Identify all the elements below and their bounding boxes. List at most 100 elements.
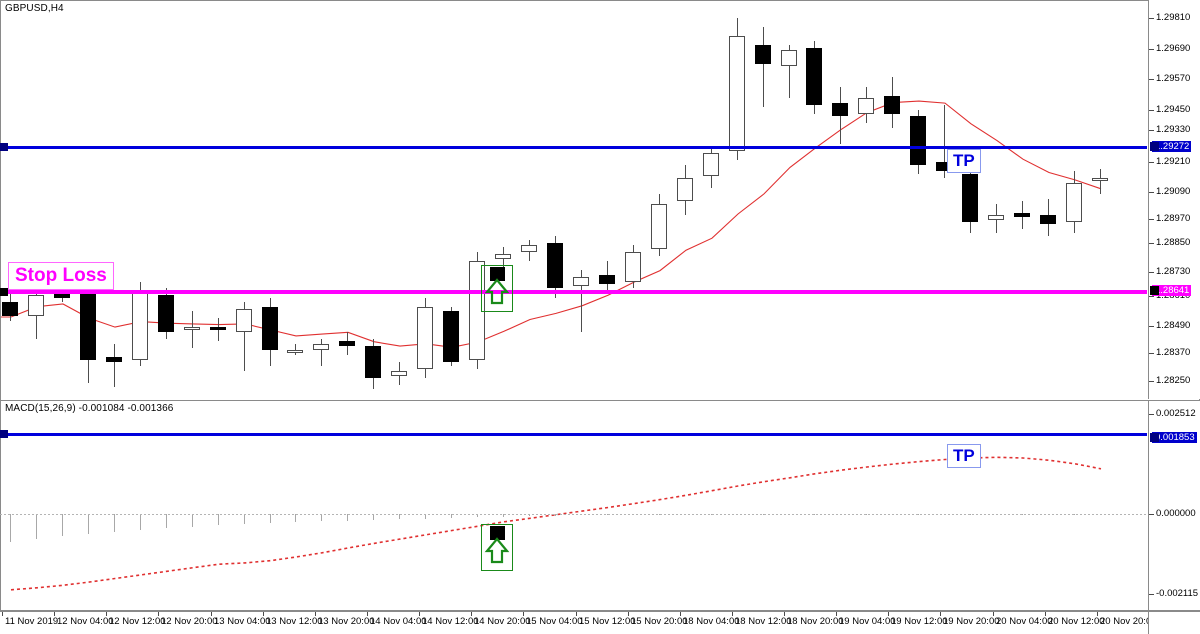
macd-histogram-bar — [477, 513, 478, 518]
candle-body-bearish — [2, 302, 18, 316]
take-profit-price-tag[interactable]: 1.29272 — [1152, 141, 1192, 152]
take-profit-line[interactable] — [0, 146, 1147, 149]
time-axis-label: 18 Nov 20:00 — [787, 616, 844, 627]
price-scale[interactable]: 1.29810 1.29690 1.29570 1.29450 1.29330 1.292… — [1148, 0, 1200, 399]
time-axis-tick — [628, 612, 629, 616]
time-axis-tick — [211, 612, 212, 616]
macd-histogram-bar — [295, 513, 296, 523]
time-axis-label: 13 Nov 20:00 — [318, 616, 375, 627]
candle-body-bullish — [236, 309, 252, 333]
macd-histogram-bar — [270, 513, 271, 524]
candle-body-bearish — [884, 95, 900, 115]
candle-wick — [581, 270, 582, 333]
candle-wick — [218, 318, 219, 342]
candle-body-bearish — [910, 116, 926, 165]
time-axis-tick — [1097, 612, 1098, 616]
time-axis-label: 14 Nov 04:00 — [370, 616, 427, 627]
time-axis-label: 12 Nov 12:00 — [109, 616, 166, 627]
candle-body-bearish — [755, 45, 771, 64]
candle-body-bullish — [781, 49, 797, 66]
candle-wick — [321, 338, 322, 367]
macd-histogram-bar — [347, 513, 348, 521]
price-chart-panel[interactable] — [0, 0, 1200, 400]
take-profit-scale-handle[interactable] — [1150, 142, 1159, 151]
stop-loss-label[interactable]: Stop Loss — [8, 262, 114, 290]
macd-histogram-bar — [192, 513, 193, 527]
price-scale-tick: 1.28490 — [1149, 321, 1200, 332]
time-axis-label: 13 Nov 04:00 — [214, 616, 271, 627]
price-scale-tick: 1.28850 — [1149, 238, 1200, 249]
scale-corner — [1148, 611, 1200, 634]
take-profit-label-macd[interactable]: TP — [947, 444, 981, 468]
candle-body-bullish — [677, 178, 693, 202]
take-profit-label[interactable]: TP — [947, 149, 981, 173]
candle-body-bullish — [1066, 182, 1082, 222]
price-scale-tick: 1.29690 — [1149, 44, 1200, 55]
candle-body-bullish — [703, 153, 719, 177]
macd-level-tag[interactable]: 0.001853 — [1152, 432, 1197, 443]
time-axis-tick — [106, 612, 107, 616]
stop-loss-price-tag[interactable]: 1.28641 — [1152, 285, 1192, 296]
time-axis-tick — [419, 612, 420, 616]
time-axis-tick — [680, 612, 681, 616]
time-axis-tick — [993, 612, 994, 616]
macd-level-handle[interactable] — [1150, 433, 1159, 442]
time-axis-label: 19 Nov 20:00 — [943, 616, 1000, 627]
time-axis-tick — [2, 612, 3, 616]
time-axis-label: 20 Nov 20:00 — [1100, 616, 1157, 627]
price-scale-tick: 1.29210 — [1149, 157, 1200, 168]
time-axis-label: 11 Nov 2019 — [5, 616, 59, 627]
time-axis-label: 18 Nov 12:00 — [735, 616, 792, 627]
macd-zero-line — [0, 513, 1147, 515]
stop-loss-line-handle[interactable] — [0, 288, 8, 296]
candle-body-bearish — [962, 173, 978, 222]
candle-body-bullish — [1092, 178, 1108, 181]
candle-body-bullish — [573, 277, 589, 287]
take-profit-line-macd[interactable] — [0, 433, 1147, 436]
macd-indicator-label: MACD(15,26,9) -0.001084 -0.001366 — [5, 403, 174, 414]
take-profit-line-macd-handle[interactable] — [0, 430, 8, 438]
candle-wick — [1100, 169, 1101, 195]
candle-body-bearish — [80, 288, 96, 360]
candle-body-bullish — [521, 244, 537, 252]
price-scale-tick: 1.28970 — [1149, 214, 1200, 225]
candle-body-bearish — [1040, 215, 1056, 225]
macd-histogram-bar — [140, 513, 141, 530]
macd-histogram-bar — [62, 513, 63, 536]
take-profit-line-handle[interactable] — [0, 143, 8, 151]
time-axis-tick — [263, 612, 264, 616]
candle-wick — [763, 26, 764, 108]
candle-wick — [244, 302, 245, 372]
time-axis-label: 15 Nov 04:00 — [526, 616, 583, 627]
price-scale-tick: 1.28250 — [1149, 376, 1200, 387]
candle-body-bullish — [651, 203, 667, 250]
price-scale-tick: 1.29450 — [1149, 105, 1200, 116]
time-axis-label: 12 Nov 04:00 — [57, 616, 114, 627]
symbol-timeframe-label: GBPUSD,H4 — [5, 3, 64, 14]
time-axis-tick — [836, 612, 837, 616]
time-axis-tick — [54, 612, 55, 616]
macd-scale-tick: 0.000000 — [1149, 509, 1200, 520]
macd-histogram-series — [0, 401, 1147, 610]
time-axis-tick — [784, 612, 785, 616]
stop-loss-line[interactable] — [0, 290, 1147, 294]
stop-loss-scale-handle[interactable] — [1150, 286, 1159, 295]
candle-body-bearish — [339, 341, 355, 346]
price-scale-tick: 1.29570 — [1149, 74, 1200, 85]
macd-histogram-bar — [373, 513, 374, 520]
time-axis-tick — [940, 612, 941, 616]
time-axis-tick — [732, 612, 733, 616]
time-axis[interactable]: 11 Nov 2019 12 Nov 04:00 12 Nov 12:00 12 No… — [0, 611, 1157, 634]
macd-histogram-bar — [555, 513, 556, 516]
macd-histogram-bar — [166, 513, 167, 529]
candle-wick — [944, 104, 945, 179]
candle-body-bearish — [262, 306, 278, 351]
candle-wick — [192, 311, 193, 349]
candle-wick — [295, 343, 296, 355]
candle-wick — [789, 45, 790, 99]
time-axis-label: 19 Nov 04:00 — [839, 616, 896, 627]
macd-histogram-bar — [529, 513, 530, 517]
candle-wick — [503, 247, 504, 275]
macd-histogram-bar — [399, 513, 400, 520]
time-axis-tick — [523, 612, 524, 616]
